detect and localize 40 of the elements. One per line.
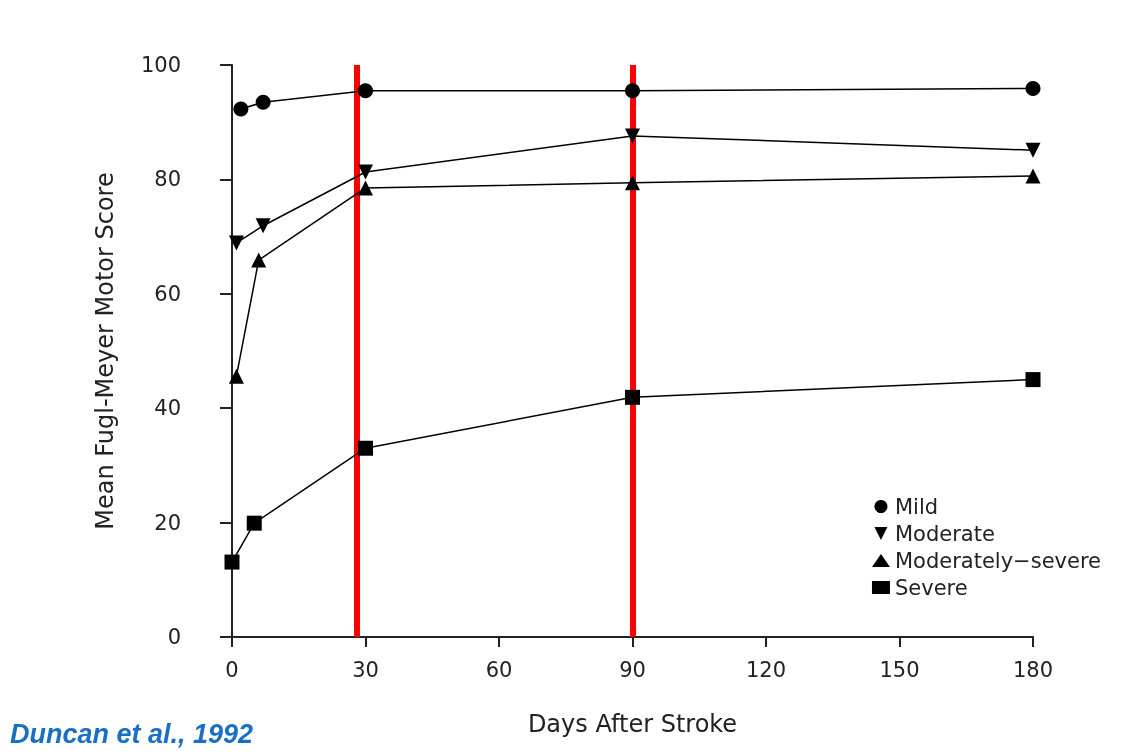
legend-label: Mild xyxy=(894,494,939,519)
x-tick-label: 60 xyxy=(485,657,513,682)
point xyxy=(358,440,373,456)
point xyxy=(625,83,640,99)
point xyxy=(1025,168,1041,184)
point xyxy=(358,180,373,196)
legend-label: Severe xyxy=(894,575,968,600)
x-axis-title: Days After Stroke xyxy=(527,710,738,738)
point xyxy=(625,175,640,191)
x-tick-label: 90 xyxy=(619,657,646,682)
y-tick-label: 100 xyxy=(140,53,181,77)
text: Duncan et al., 1992 xyxy=(10,718,254,749)
point xyxy=(1025,372,1041,388)
y-tick-label: 20 xyxy=(154,510,181,535)
x-tick-label: 0 xyxy=(225,657,239,682)
point xyxy=(228,368,244,384)
x-tick-label: 30 xyxy=(352,657,379,682)
y-axis-title: Mean Fugl-Meyer Motor Score xyxy=(91,172,119,530)
point xyxy=(246,515,262,531)
x-tick-label: 120 xyxy=(745,657,787,682)
x-tick-label: 150 xyxy=(879,657,920,682)
y-tick-label: 80 xyxy=(154,167,181,192)
point xyxy=(255,218,271,234)
legend-label: Moderate xyxy=(894,521,995,546)
point xyxy=(625,389,640,405)
x-tick-label: 180 xyxy=(1012,657,1054,682)
legend-label: Moderately−severe xyxy=(894,548,1102,573)
point xyxy=(1025,142,1041,158)
point xyxy=(255,94,271,110)
point xyxy=(1025,80,1041,96)
y-tick-label: 0 xyxy=(167,625,181,649)
point xyxy=(251,252,267,268)
point xyxy=(233,101,249,117)
y-tick-label: 60 xyxy=(154,281,181,306)
point xyxy=(224,554,240,570)
point xyxy=(358,83,373,99)
point xyxy=(358,164,373,180)
point xyxy=(625,128,640,144)
y-tick-label: 40 xyxy=(154,396,181,421)
point xyxy=(228,235,244,251)
